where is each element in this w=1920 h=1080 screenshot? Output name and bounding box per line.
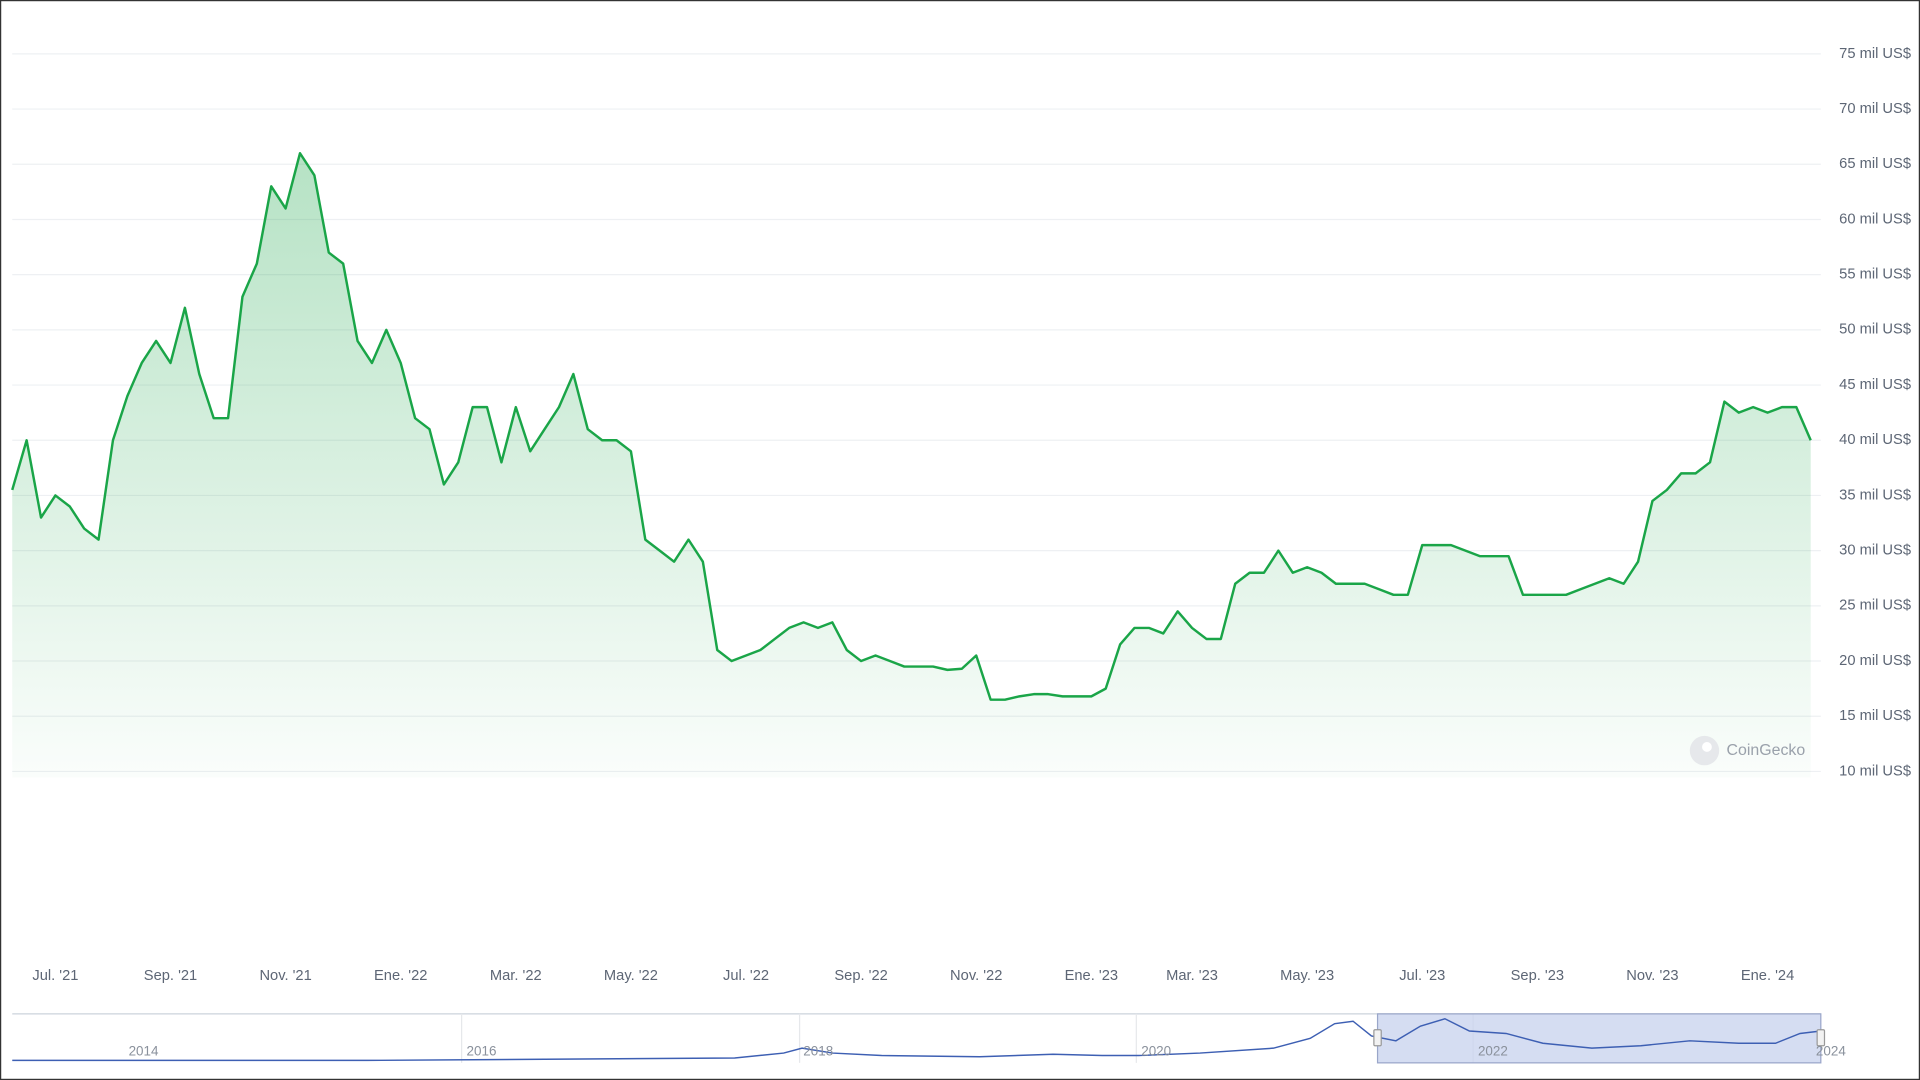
y-tick-label: 65 mil US$	[1839, 156, 1911, 172]
y-tick-label: 45 mil US$	[1839, 377, 1911, 393]
price-line	[11, 152, 1812, 701]
x-tick-label: Nov. '23	[1626, 968, 1678, 984]
x-tick-label: Nov. '22	[950, 968, 1002, 984]
x-tick-label: Ene. '24	[1741, 968, 1794, 984]
x-tick-label: Jul. '21	[32, 968, 78, 984]
navigator-handle[interactable]	[1373, 1029, 1382, 1047]
navigator-label: 2020	[1141, 1043, 1171, 1058]
y-tick-label: 30 mil US$	[1839, 543, 1911, 559]
y-tick-label: 40 mil US$	[1839, 432, 1911, 448]
navigator-label: 2024	[1816, 1043, 1846, 1058]
y-tick-label: 20 mil US$	[1839, 653, 1911, 669]
navigator-label: 2016	[467, 1043, 497, 1058]
x-tick-label: Jul. '22	[723, 968, 769, 984]
navigator-handle[interactable]	[1816, 1029, 1826, 1047]
x-tick-label: Sep. '21	[144, 968, 197, 984]
watermark-icon-eye	[1702, 742, 1712, 752]
watermark-text: CoinGecko	[1727, 742, 1806, 759]
x-tick-label: Sep. '23	[1511, 968, 1564, 984]
navigator-line	[12, 1017, 1821, 1062]
y-tick-label: 60 mil US$	[1839, 211, 1911, 227]
y-tick-label: 10 mil US$	[1839, 763, 1911, 779]
x-tick-label: May. '23	[1280, 968, 1334, 984]
x-tick-label: Jul. '23	[1399, 968, 1445, 984]
y-tick-label: 75 mil US$	[1839, 46, 1911, 62]
x-tick-label: Ene. '22	[374, 968, 427, 984]
x-tick-label: Nov. '21	[259, 968, 311, 984]
x-tick-label: Ene. '23	[1065, 968, 1118, 984]
y-tick-label: 55 mil US$	[1839, 267, 1911, 283]
navigator-label: 2022	[1478, 1043, 1508, 1058]
navigator-label: 2014	[129, 1043, 159, 1058]
x-tick-label: Mar. '22	[490, 968, 542, 984]
navigator-label: 2018	[803, 1043, 833, 1058]
navigator-selection[interactable]	[1376, 1013, 1822, 1064]
x-tick-label: May. '22	[604, 968, 658, 984]
price-area	[12, 153, 1811, 778]
y-tick-label: 15 mil US$	[1839, 708, 1911, 724]
y-tick-label: 50 mil US$	[1839, 322, 1911, 338]
y-tick-label: 25 mil US$	[1839, 598, 1911, 614]
x-tick-label: Mar. '23	[1166, 968, 1218, 984]
watermark: CoinGecko	[1689, 735, 1806, 766]
y-tick-label: 35 mil US$	[1839, 487, 1911, 503]
y-tick-label: 70 mil US$	[1839, 101, 1911, 117]
x-tick-label: Sep. '22	[834, 968, 887, 984]
